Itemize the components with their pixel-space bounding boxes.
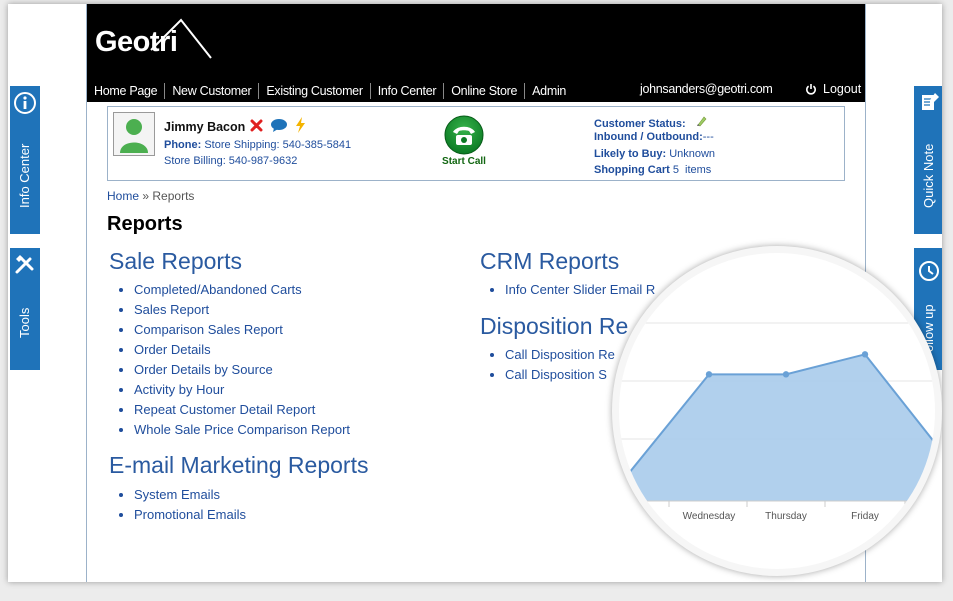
sale-reports-list: Completed/Abandoned Carts Sales Report C…	[109, 280, 350, 440]
chart-area	[629, 354, 935, 501]
shopping-cart-line[interactable]: Shopping Cart 5 items	[594, 164, 711, 176]
report-info-center-slider-email[interactable]: Info Center Slider Email R	[505, 280, 655, 300]
pencil-icon[interactable]	[695, 115, 709, 127]
crm-reports-list: Info Center Slider Email R	[480, 280, 655, 300]
chat-icon[interactable]	[270, 118, 288, 133]
customer-name: Jimmy Bacon	[164, 120, 246, 134]
power-icon	[806, 84, 816, 95]
chart-tick-label-wednesday: Wednesday	[683, 511, 736, 522]
tools-icon	[15, 255, 34, 274]
report-call-disposition-2[interactable]: Call Disposition S	[505, 365, 615, 385]
nav-online-store[interactable]: Online Store	[444, 83, 526, 99]
start-call-label: Start Call	[442, 156, 486, 167]
nav-info-center[interactable]: Info Center	[371, 83, 445, 99]
likely-value: Unknown	[669, 148, 716, 160]
info-center-tab[interactable]: Info Center	[10, 86, 40, 234]
nav-admin[interactable]: Admin	[532, 84, 567, 98]
report-activity-by-hour[interactable]: Activity by Hour	[134, 380, 350, 400]
quick-note-tab[interactable]: Quick Note	[914, 86, 942, 234]
logout-button[interactable]: Logout	[805, 82, 861, 96]
report-system-emails[interactable]: System Emails	[134, 485, 246, 505]
chart-point-friday	[861, 351, 869, 358]
sale-reports-title: Sale Reports	[109, 248, 242, 274]
likely-label: Likely to Buy:	[594, 148, 667, 160]
phone-label: Phone:	[164, 139, 202, 151]
report-promotional-emails[interactable]: Promotional Emails	[134, 505, 246, 525]
inbound-value: ---	[702, 131, 714, 143]
breadcrumb-current: Reports	[152, 189, 195, 203]
user-email[interactable]: johnsanders@geotri.com	[640, 82, 773, 96]
follow-up-icon	[919, 261, 939, 281]
top-header: Geotri Home Page New Customer Existing C…	[87, 4, 865, 102]
phone-shipping-line: Phone: Store Shipping: 540-385-5841	[164, 139, 351, 151]
start-call-button[interactable]: Start Call	[440, 115, 488, 167]
customer-status-line: Customer Status:	[594, 115, 709, 130]
report-order-details-by-source[interactable]: Order Details by Source	[134, 360, 350, 380]
chart-magnifier: Wednesday Thursday Friday	[612, 246, 942, 576]
report-sales-report[interactable]: Sales Report	[134, 300, 350, 320]
report-repeat-customer-detail[interactable]: Repeat Customer Detail Report	[134, 400, 350, 420]
lightning-icon[interactable]	[295, 117, 306, 133]
likely-to-buy-line: Likely to Buy: Unknown	[594, 148, 715, 160]
phone-billing-line: Store Billing: 540-987-9632	[164, 155, 297, 167]
cart-suffix: items	[685, 164, 712, 176]
chart-point-thursday	[782, 371, 790, 378]
tools-tab[interactable]: Tools	[10, 248, 40, 370]
chart-tick-label-thursday: Thursday	[765, 511, 807, 522]
report-whole-sale-price-comparison[interactable]: Whole Sale Price Comparison Report	[134, 420, 350, 440]
chart-tick-label-friday: Friday	[851, 511, 879, 522]
inbound-outbound-line: Inbound / Outbound:---	[594, 131, 714, 143]
disposition-reports-list: Call Disposition Re Call Disposition S	[480, 345, 615, 385]
disposition-reports-title: Disposition Re	[480, 313, 629, 339]
report-completed-abandoned-carts[interactable]: Completed/Abandoned Carts	[134, 280, 350, 300]
breadcrumb-home[interactable]: Home	[107, 189, 140, 203]
customer-actions	[250, 117, 306, 133]
logo[interactable]: Geotri	[95, 26, 178, 59]
quick-note-tab-label: Quick Note	[921, 143, 936, 208]
customer-bar: Jimmy Bacon Phone: Store Shipping: 540-3…	[107, 106, 845, 181]
nav-existing-customer[interactable]: Existing Customer	[259, 83, 371, 99]
phone-shipping[interactable]: Store Shipping: 540-385-5841	[204, 139, 352, 151]
tools-tab-label: Tools	[17, 307, 32, 338]
avatar[interactable]	[113, 112, 155, 156]
customer-status-label: Customer Status:	[594, 118, 686, 130]
browser-frame: Info Center Tools Quick Note Follow up G…	[8, 4, 942, 582]
info-icon	[14, 92, 36, 114]
inbound-label: Inbound / Outbound:	[594, 131, 703, 143]
breadcrumb: Home » Reports	[107, 189, 194, 203]
delete-icon[interactable]	[250, 119, 263, 132]
phone-billing[interactable]: Store Billing: 540-987-9632	[164, 155, 298, 167]
phone-icon	[444, 115, 484, 155]
nav-home-page[interactable]: Home Page	[87, 83, 166, 99]
info-center-tab-label: Info Center	[17, 143, 32, 208]
logout-label: Logout	[823, 82, 862, 96]
report-order-details[interactable]: Order Details	[134, 340, 350, 360]
nav-new-customer[interactable]: New Customer	[165, 83, 260, 99]
report-comparison-sales[interactable]: Comparison Sales Report	[134, 320, 350, 340]
email-reports-list: System Emails Promotional Emails	[109, 485, 246, 525]
main-nav: Home Page New Customer Existing Customer…	[87, 80, 573, 102]
logo-roof-icon	[150, 18, 212, 59]
breadcrumb-separator: »	[142, 189, 150, 203]
logo-text: Geotri	[95, 26, 178, 58]
note-icon	[922, 93, 939, 110]
cart-label: Shopping Cart	[594, 164, 670, 176]
page-title: Reports	[107, 213, 183, 235]
person-icon	[120, 119, 148, 153]
cart-count: 5	[672, 164, 679, 176]
area-chart: Wednesday Thursday Friday	[619, 322, 935, 522]
report-call-disposition-1[interactable]: Call Disposition Re	[505, 345, 615, 365]
email-reports-title: E-mail Marketing Reports	[109, 452, 369, 478]
chart-point-wednesday	[705, 371, 713, 378]
crm-reports-title: CRM Reports	[480, 248, 620, 274]
